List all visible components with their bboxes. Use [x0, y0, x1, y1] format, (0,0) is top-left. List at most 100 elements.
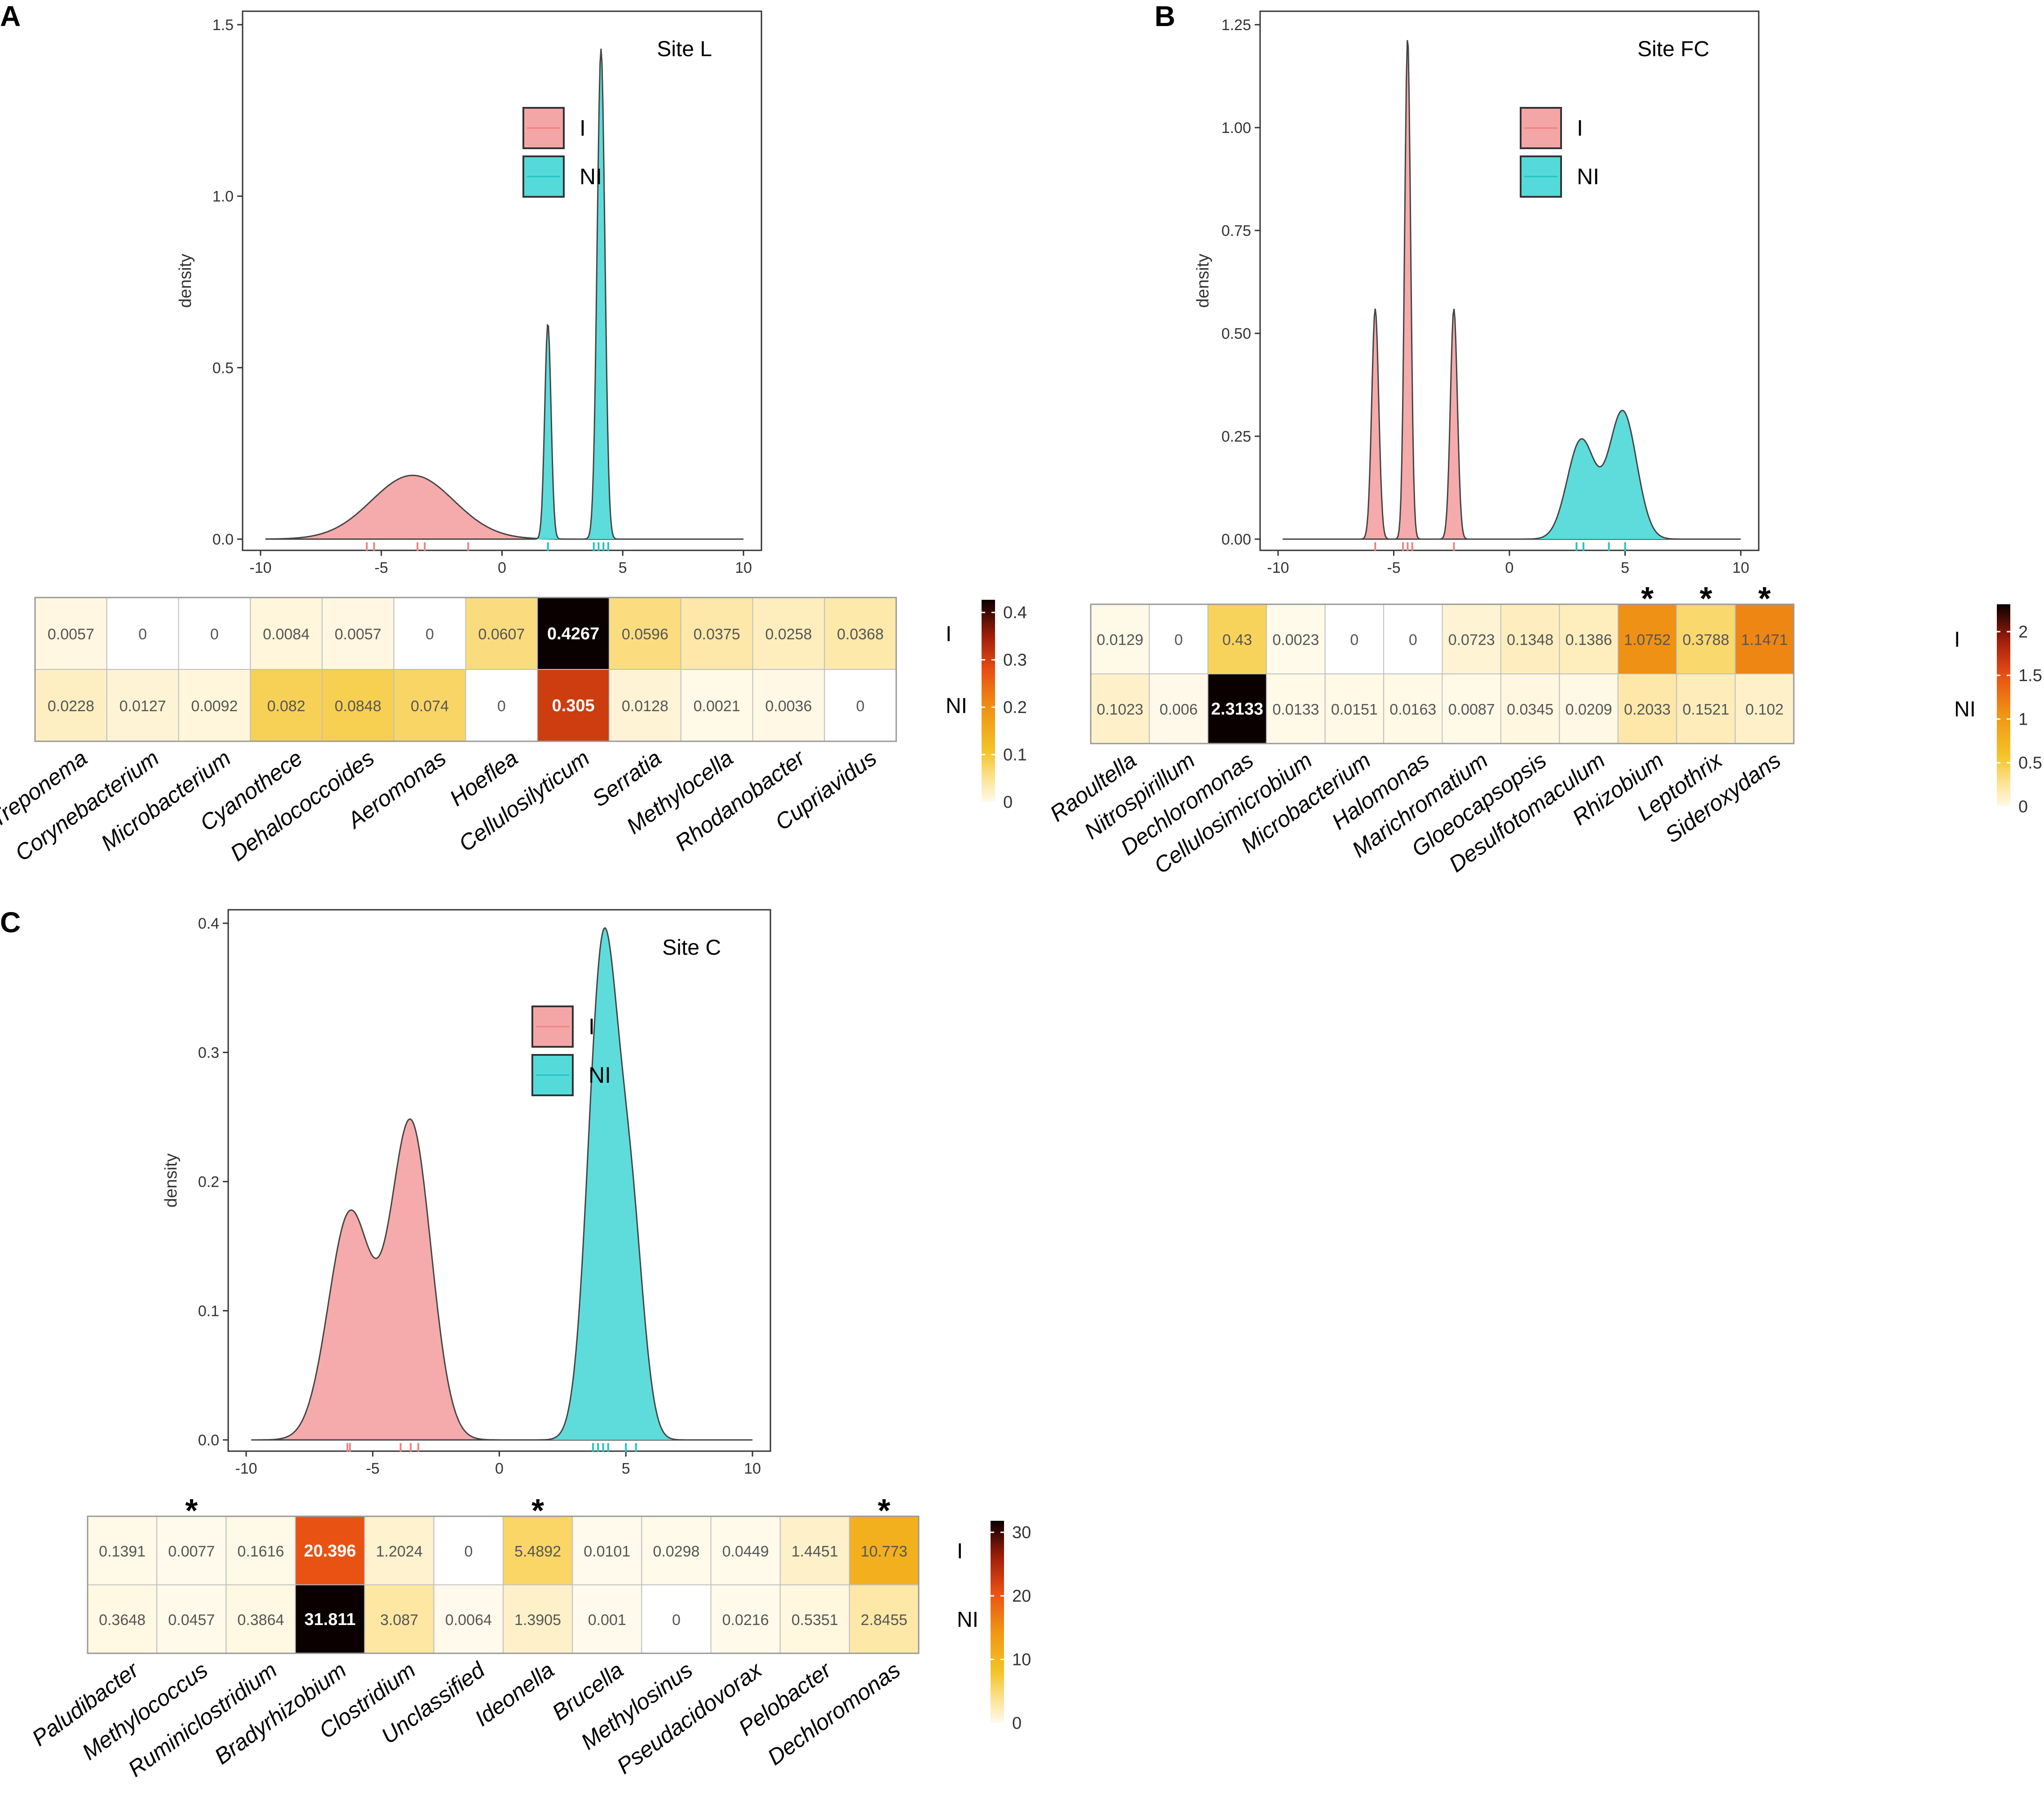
heatmap-row-label-ni: NI [946, 694, 967, 718]
heatmap-cell-value: 0.0023 [1272, 632, 1319, 649]
heatmap-cell-value: 0.0258 [765, 626, 812, 643]
density-plot-site-l: 0.0 0.5 1.0 1.5 -10 -5 0 5 10 density Site L I NI [176, 10, 762, 576]
heatmap-cell [1149, 604, 1208, 674]
y-tick-label: 0.3 [198, 1045, 219, 1062]
heatmap-cell-value: 0.0092 [191, 698, 238, 715]
heatmap-cell [87, 1516, 158, 1585]
heatmap-cell [680, 597, 753, 670]
heatmap-cell-value: 0.001 [588, 1612, 626, 1629]
heatmap-cell [710, 1584, 781, 1654]
heatmap-cell-value: 1.4451 [792, 1543, 838, 1560]
heatmap-cell-value: 0 [856, 698, 865, 715]
colorbar-tick-label: 2 [2018, 623, 2028, 642]
y-tick-label: 1.00 [1221, 120, 1251, 137]
heatmap-cell-value: 0.0607 [478, 626, 525, 643]
y-tick-label: 0.50 [1221, 325, 1251, 342]
heatmap-cell [106, 669, 179, 742]
heatmap-cell [156, 1516, 227, 1585]
heatmap-cell-value: 0.1348 [1507, 632, 1553, 649]
x-tick-label: -5 [1387, 559, 1400, 576]
heatmap-cell-value: 0.0127 [119, 698, 166, 715]
heatmap-cell-value: 0.0151 [1331, 701, 1378, 718]
heatmap-border [1090, 603, 1795, 744]
x-tick-label: -10 [1267, 559, 1289, 576]
heatmap-cell-value: 2.3133 [1211, 700, 1263, 719]
plot-panel [227, 909, 771, 1452]
heatmap-cell-value: 0.3864 [237, 1612, 284, 1629]
heatmap-cell-value: 5.4892 [514, 1543, 561, 1560]
heatmap-cell-value: 0.0375 [694, 626, 740, 643]
heatmap-border [87, 1515, 920, 1654]
heatmap-cell-value: 0.0848 [335, 698, 381, 715]
colorbar-tick-label: 0.2 [1003, 698, 1027, 717]
heatmap-cell-value: 0.0057 [48, 626, 94, 643]
colorbar-tick-label: 0 [1012, 1714, 1022, 1733]
site-title: Site FC [1637, 37, 1709, 61]
heatmap-cell-value: 0.0087 [1448, 701, 1495, 718]
colorbar-tick-label: 1 [2018, 710, 2028, 729]
heatmap-cell [322, 597, 394, 670]
significance-star: * [531, 1493, 544, 1529]
colorbar-tick-label: 30 [1012, 1523, 1031, 1542]
heatmap-border [34, 597, 897, 742]
panel-c: C 0.0 0.1 0.2 0.3 0.4 -10 -5 0 5 10 density Site C I… [0, 906, 1031, 1782]
x-tick-label: 0 [1505, 559, 1514, 576]
colorbar-tick-label: 0 [1003, 793, 1013, 812]
heatmap-cell-value: 0.1023 [1097, 701, 1143, 718]
heatmap-row-label-i: I [946, 622, 951, 646]
genus-label: Cellulosilyticum [454, 745, 594, 857]
significance-star: * [185, 1493, 198, 1529]
heatmap-row-label-ni: NI [1954, 698, 1976, 722]
heatmap-cell-value: 0.102 [1745, 701, 1783, 718]
panel-b: B 0.000.250.500.751.001.25-10 -5 0 5 10densi… [1045, 0, 2042, 879]
heatmap-row-label-i: I [1954, 628, 1960, 652]
site-title: Site C [662, 936, 721, 960]
heatmap-cell-value: 0.0036 [765, 698, 812, 715]
heatmap-cell [1090, 673, 1150, 744]
heatmap-cell-value: 0.1521 [1682, 701, 1729, 718]
heatmap-cell-value: 0.0368 [837, 626, 884, 643]
heatmap-cell-value: 0.1386 [1566, 632, 1612, 649]
density-curve-ni [251, 927, 752, 1441]
heatmap-cell [824, 669, 897, 742]
heatmap-cell [1500, 673, 1560, 744]
heatmap-cell [322, 669, 394, 742]
heatmap-cell [465, 597, 538, 670]
heatmap-cell-value: 0.3648 [99, 1612, 146, 1629]
heatmap-cell [1324, 604, 1385, 674]
heatmap-cell-value: 0 [425, 626, 434, 643]
heatmap-cell-value: 0.0298 [653, 1543, 699, 1560]
panel-letter-c: C [0, 906, 21, 939]
heatmap-cell-value: 31.811 [305, 1610, 356, 1629]
plot-panel [242, 10, 762, 551]
heatmap-cell [752, 669, 825, 742]
heatmap-cell [849, 1516, 920, 1585]
density-curve-ni [265, 49, 743, 540]
heatmap-cell-value: 0.0457 [168, 1612, 215, 1629]
heatmap-cell [226, 1516, 296, 1585]
heatmap-cell [364, 1584, 434, 1654]
heatmap-cell-value: 0.0129 [1097, 632, 1143, 649]
heatmap-site-fc: 0.0129 0 0.43 0.0023 0 0 0.0723 0.1348 0.1386 1.0… [1045, 581, 2042, 879]
x-tick-label: 10 [1732, 559, 1749, 576]
heatmap-cell-value: 0.0723 [1448, 632, 1495, 649]
heatmap-cell-value: 0 [1409, 632, 1417, 649]
heatmap-cell [849, 1584, 920, 1654]
heatmap-cell-value: 0.0209 [1566, 701, 1612, 718]
heatmap-cell-value: 0.0216 [722, 1612, 769, 1629]
legend-label-i: I [1577, 115, 1583, 141]
colorbar-tick-label: 20 [1012, 1587, 1031, 1606]
heatmap-cell [156, 1584, 227, 1654]
heatmap-cell [250, 669, 323, 742]
heatmap-cell [1266, 673, 1326, 744]
y-tick-label: 0.2 [198, 1173, 219, 1191]
legend-label-i: I [580, 115, 586, 141]
heatmap-cell [1734, 673, 1794, 744]
x-tick-label: 10 [735, 559, 752, 576]
y-axis-label: density [1194, 254, 1212, 308]
heatmap-cell-value: 0.0084 [263, 626, 310, 643]
heatmap-cell-value: 0.0057 [335, 626, 381, 643]
x-tick-label: 5 [619, 559, 627, 576]
heatmap-cell-value: 0.0596 [622, 626, 668, 643]
heatmap-cell-value: 0.0021 [694, 698, 740, 715]
